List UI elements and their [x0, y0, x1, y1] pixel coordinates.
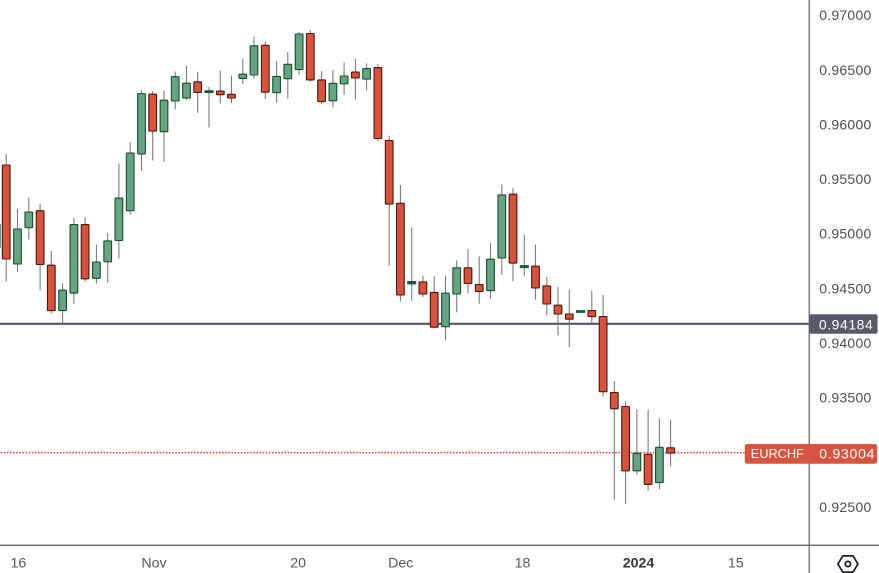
svg-text:0.97000: 0.97000 [819, 7, 871, 23]
svg-text:0.93004: 0.93004 [819, 445, 875, 461]
svg-text:0.93500: 0.93500 [819, 390, 871, 406]
svg-text:18: 18 [515, 556, 531, 572]
svg-text:EURCHF: EURCHF [751, 446, 804, 461]
svg-text:Nov: Nov [141, 556, 167, 572]
svg-text:0.94000: 0.94000 [819, 335, 871, 351]
svg-text:0.96500: 0.96500 [819, 62, 871, 78]
svg-text:2024: 2024 [623, 556, 655, 572]
svg-text:0.95000: 0.95000 [819, 226, 871, 242]
svg-text:15: 15 [728, 556, 744, 572]
svg-text:20: 20 [290, 556, 306, 572]
svg-text:0.96000: 0.96000 [819, 116, 871, 132]
svg-text:0.92500: 0.92500 [819, 499, 871, 515]
svg-text:0.94500: 0.94500 [819, 280, 871, 296]
svg-text:Dec: Dec [388, 556, 413, 572]
svg-text:0.95500: 0.95500 [819, 171, 871, 187]
svg-text:0.94184: 0.94184 [819, 316, 873, 332]
svg-text:16: 16 [11, 556, 27, 572]
